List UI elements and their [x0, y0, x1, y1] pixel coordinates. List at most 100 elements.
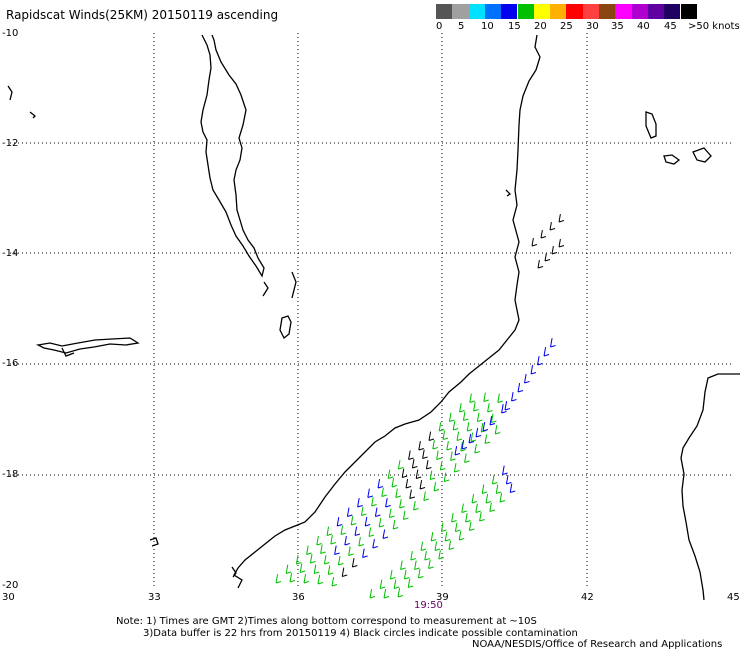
wind-barb: [531, 238, 538, 247]
colorbar-swatch: [599, 4, 616, 19]
wind-barb: [381, 487, 387, 497]
wind-barb: [413, 501, 419, 511]
wind-barb: [326, 526, 333, 536]
wind-barb: [558, 239, 565, 248]
wind-barb: [468, 521, 475, 531]
wind-barb: [466, 422, 473, 432]
swath-time-label: 19:50: [414, 600, 443, 611]
colorbar-label: 15: [508, 21, 521, 32]
wind-barb: [459, 403, 465, 413]
wind-barb: [491, 475, 498, 485]
wind-barb: [323, 555, 330, 565]
wind-barb: [295, 555, 302, 565]
wind-barb: [289, 573, 296, 583]
wind-barb: [430, 532, 437, 542]
colorbar-swatch: [501, 4, 518, 19]
lon-label: 45: [727, 592, 740, 603]
wind-barb: [487, 403, 493, 413]
wind-barb: [393, 579, 400, 589]
wind-barb: [285, 564, 292, 574]
wind-barb: [399, 499, 405, 509]
wind-barb: [306, 545, 312, 555]
wind-barb: [405, 479, 412, 489]
wind-barb: [442, 430, 449, 440]
wind-barb: [299, 563, 306, 573]
wind-barb: [509, 483, 516, 493]
wind-barb: [551, 246, 558, 255]
wind-barb: [327, 565, 334, 575]
coastline-lake-mweru-islet: [7, 85, 13, 101]
wind-barb: [446, 441, 452, 451]
coastline-islet-a: [29, 111, 36, 119]
wind-barb: [461, 503, 467, 513]
wind-barbs: [275, 214, 565, 599]
wind-barb: [415, 469, 422, 479]
wind-barb: [499, 493, 506, 503]
coastline-lake-malawi: [200, 34, 265, 278]
coastline-lake-chilwa: [279, 315, 292, 340]
wind-barb: [448, 540, 455, 550]
wind-barb: [348, 546, 354, 556]
wind-barb: [465, 513, 471, 523]
colorbar-swatch: [631, 4, 648, 19]
wind-barb: [490, 413, 497, 423]
wind-barb: [517, 383, 524, 393]
colorbar-swatch: [436, 4, 453, 19]
wind-barb: [391, 478, 398, 488]
wind-barb: [451, 513, 457, 523]
wind-barb: [505, 475, 512, 485]
wind-barb: [473, 402, 479, 412]
wind-barb: [462, 411, 469, 421]
wind-barb: [436, 450, 442, 460]
wind-barb: [320, 544, 326, 554]
wind-barb: [350, 516, 357, 526]
colorbar-label: 25: [560, 21, 573, 32]
wind-barb: [458, 531, 465, 541]
wind-barb: [316, 536, 322, 546]
wind-barb: [377, 479, 384, 489]
wind-barb: [403, 570, 410, 580]
wind-barb: [357, 498, 363, 508]
lat-label: -10: [2, 28, 19, 39]
wind-barb: [388, 508, 395, 518]
wind-barb: [469, 393, 475, 403]
colorbar-label: 20: [534, 21, 547, 32]
wind-barb: [438, 550, 444, 560]
wind-barb: [397, 588, 404, 598]
wind-barb: [440, 522, 447, 532]
wind-barb: [502, 465, 508, 475]
lon-label: 42: [581, 592, 594, 603]
lon-label: 33: [148, 592, 161, 603]
wind-barb: [444, 532, 451, 542]
colorbar-swatch: [566, 4, 583, 19]
wind-barb: [511, 392, 517, 402]
wind-barb: [439, 461, 446, 471]
note-line-1: Note: 1) Times are GMT 2)Times along bot…: [116, 616, 537, 627]
wind-barb: [341, 567, 348, 577]
wind-barb: [313, 564, 320, 574]
wind-barb: [475, 503, 481, 513]
wind-barb: [434, 541, 441, 551]
coastline: [7, 34, 740, 601]
wind-barb: [382, 529, 389, 539]
wind-barb: [501, 404, 507, 414]
colorbar-swatch: [680, 4, 697, 19]
colorbar-swatch: [452, 4, 469, 19]
wind-barb: [530, 365, 537, 375]
lat-label: -18: [2, 469, 19, 480]
wind-barb: [410, 551, 416, 561]
wind-barb: [414, 560, 420, 570]
wind-barb: [336, 517, 343, 527]
wind-barb: [309, 554, 316, 564]
colorbar-swatch: [484, 4, 502, 19]
coastline-madagascar: [680, 373, 740, 601]
wind-barb: [483, 392, 489, 402]
wind-barb: [397, 460, 404, 470]
wind-barb: [351, 558, 358, 568]
wind-barb: [461, 440, 468, 450]
wind-barb: [408, 450, 414, 460]
wind-barb: [438, 422, 445, 432]
wind-barb: [474, 444, 480, 454]
wind-barb: [448, 412, 455, 422]
wind-barb: [537, 260, 544, 269]
